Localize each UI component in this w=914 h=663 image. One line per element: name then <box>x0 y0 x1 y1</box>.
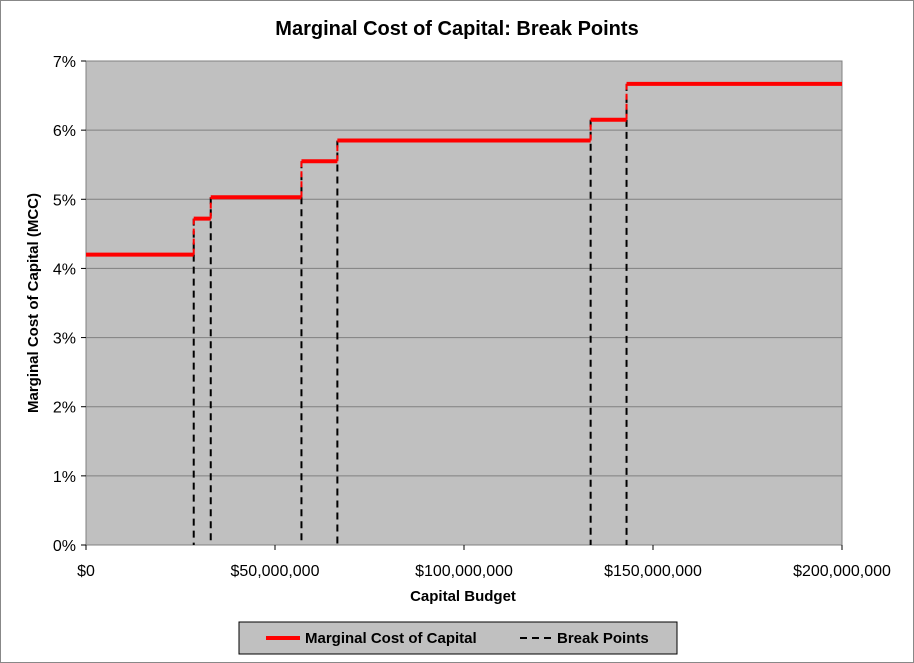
y-axis-ticks: 0% 1% 2% 3% 4% 5% 6% 7% <box>53 54 86 555</box>
y-axis-title: Marginal Cost of Capital (MCC) <box>25 193 42 413</box>
chart-title: Marginal Cost of Capital: Break Points <box>275 18 638 40</box>
x-tick-label: $50,000,000 <box>231 563 320 580</box>
y-tick-label: 4% <box>53 261 76 278</box>
plot-area <box>85 60 843 546</box>
legend: Marginal Cost of Capital Break Points <box>238 621 678 655</box>
y-tick-label: 6% <box>53 123 76 140</box>
x-tick-label: $0 <box>77 563 95 580</box>
legend-break-points-label: Break Points <box>557 630 649 647</box>
y-tick-label: 7% <box>53 54 76 71</box>
y-tick-label: 5% <box>53 192 76 209</box>
x-tick-label: $100,000,000 <box>415 563 513 580</box>
gridlines <box>86 129 842 477</box>
y-tick-label: 1% <box>53 469 76 486</box>
legend-box <box>238 621 678 655</box>
y-tick-label: 2% <box>53 400 76 417</box>
x-axis-title: Capital Budget <box>410 588 516 605</box>
mcc-series <box>86 81 842 257</box>
x-tick-label: $200,000,000 <box>793 563 891 580</box>
y-tick-label: 0% <box>53 538 76 555</box>
y-tick-label: 3% <box>53 331 76 348</box>
legend-mcc-label: Marginal Cost of Capital <box>305 630 477 647</box>
x-axis-ticks: $0 $50,000,000 $100,000,000 $150,000,000 $20… <box>77 545 891 580</box>
break-points-series <box>192 83 628 545</box>
x-tick-label: $150,000,000 <box>604 563 702 580</box>
